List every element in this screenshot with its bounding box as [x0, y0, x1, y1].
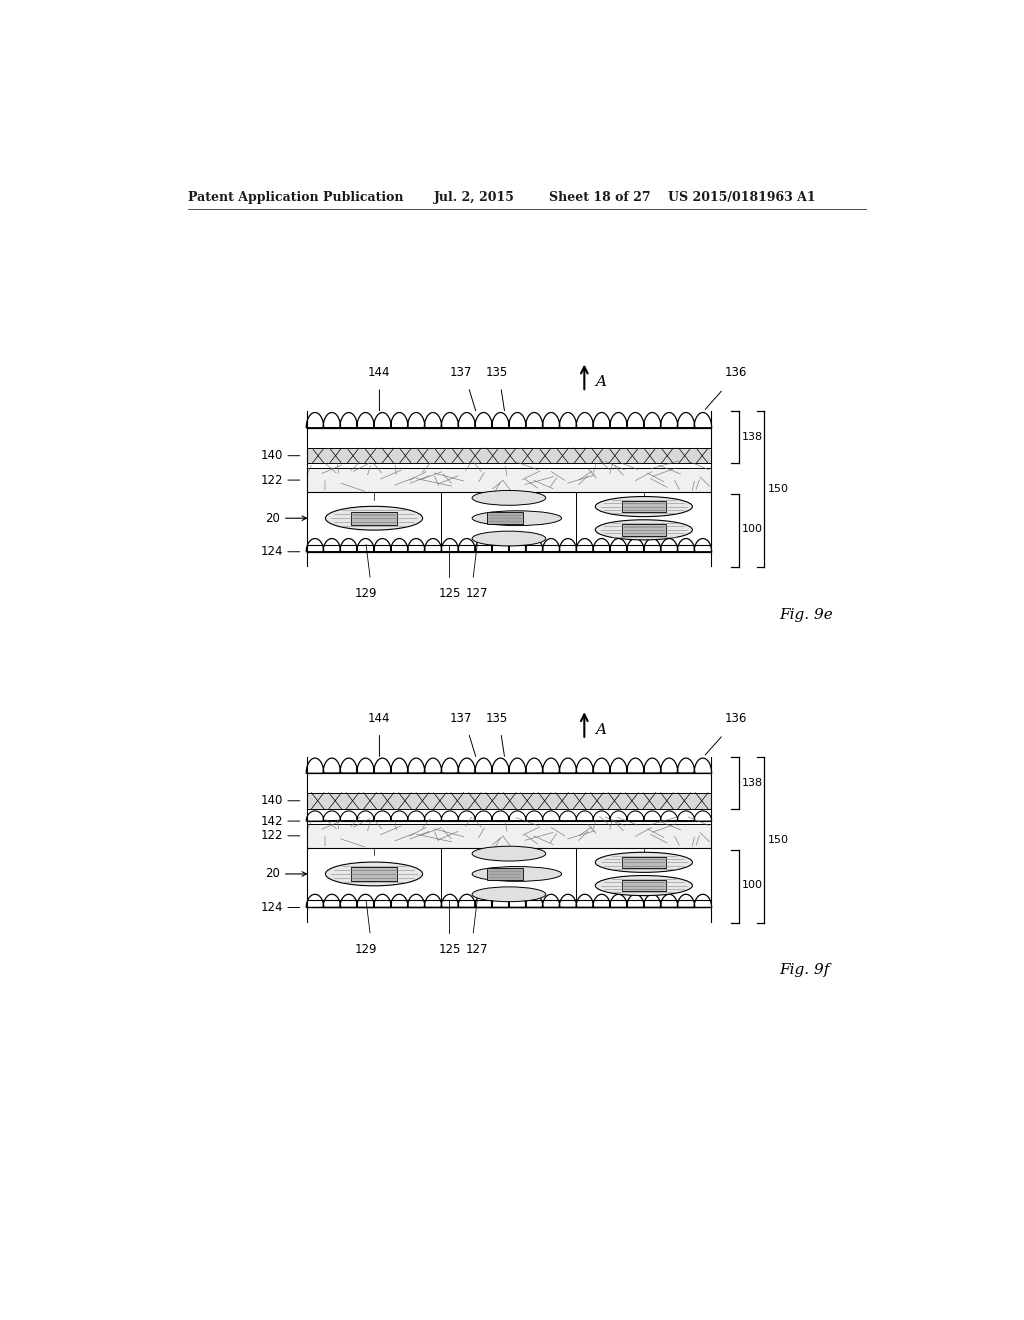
Text: A: A — [595, 723, 606, 737]
Ellipse shape — [472, 531, 546, 546]
Bar — [622, 857, 666, 869]
Text: 150: 150 — [768, 484, 788, 494]
Bar — [622, 524, 666, 536]
Text: 125: 125 — [438, 942, 461, 956]
Text: 135: 135 — [485, 366, 508, 379]
Text: 137: 137 — [450, 366, 471, 379]
Text: 127: 127 — [466, 587, 488, 601]
Bar — [306, 469, 712, 492]
Text: 135: 135 — [485, 711, 508, 725]
Text: 122: 122 — [260, 829, 283, 842]
Text: Fig. 9f: Fig. 9f — [778, 964, 829, 977]
Text: Fig. 9e: Fig. 9e — [778, 607, 833, 622]
Ellipse shape — [472, 491, 546, 506]
Ellipse shape — [595, 875, 692, 895]
Text: 136: 136 — [725, 366, 748, 379]
Bar — [350, 867, 397, 880]
Text: 124: 124 — [260, 545, 283, 558]
Ellipse shape — [595, 853, 692, 873]
Text: US 2015/0181963 A1: US 2015/0181963 A1 — [668, 190, 815, 203]
Text: 127: 127 — [466, 942, 488, 956]
Ellipse shape — [595, 520, 692, 540]
Bar — [622, 500, 666, 512]
Bar — [306, 447, 712, 463]
Text: 20: 20 — [265, 867, 281, 880]
Text: 144: 144 — [369, 366, 391, 379]
Text: 125: 125 — [438, 587, 461, 601]
Text: 124: 124 — [260, 902, 283, 913]
Ellipse shape — [472, 866, 561, 882]
Text: 129: 129 — [355, 587, 377, 601]
Text: 150: 150 — [768, 834, 788, 845]
Ellipse shape — [472, 887, 546, 902]
Text: A: A — [595, 375, 606, 389]
Text: 137: 137 — [450, 711, 471, 725]
Text: 140: 140 — [260, 449, 283, 462]
Text: 100: 100 — [742, 524, 763, 535]
Bar — [350, 512, 397, 525]
Bar — [622, 879, 666, 891]
Bar — [486, 512, 523, 524]
Text: 129: 129 — [355, 942, 377, 956]
Ellipse shape — [326, 507, 423, 531]
Text: 144: 144 — [369, 711, 391, 725]
Text: 100: 100 — [742, 880, 763, 890]
Ellipse shape — [472, 511, 561, 525]
Text: 138: 138 — [742, 777, 763, 788]
Ellipse shape — [595, 496, 692, 516]
Text: Sheet 18 of 27: Sheet 18 of 27 — [549, 190, 650, 203]
Text: Jul. 2, 2015: Jul. 2, 2015 — [433, 190, 514, 203]
Text: 136: 136 — [725, 711, 748, 725]
Bar — [306, 824, 712, 847]
Text: 122: 122 — [260, 474, 283, 487]
Ellipse shape — [472, 846, 546, 861]
Bar — [306, 792, 712, 809]
Bar — [486, 869, 523, 879]
Text: 138: 138 — [742, 433, 763, 442]
Text: Patent Application Publication: Patent Application Publication — [187, 190, 403, 203]
Text: 142: 142 — [260, 814, 283, 828]
Text: 140: 140 — [260, 795, 283, 808]
Text: 20: 20 — [265, 512, 281, 525]
Ellipse shape — [326, 862, 423, 886]
